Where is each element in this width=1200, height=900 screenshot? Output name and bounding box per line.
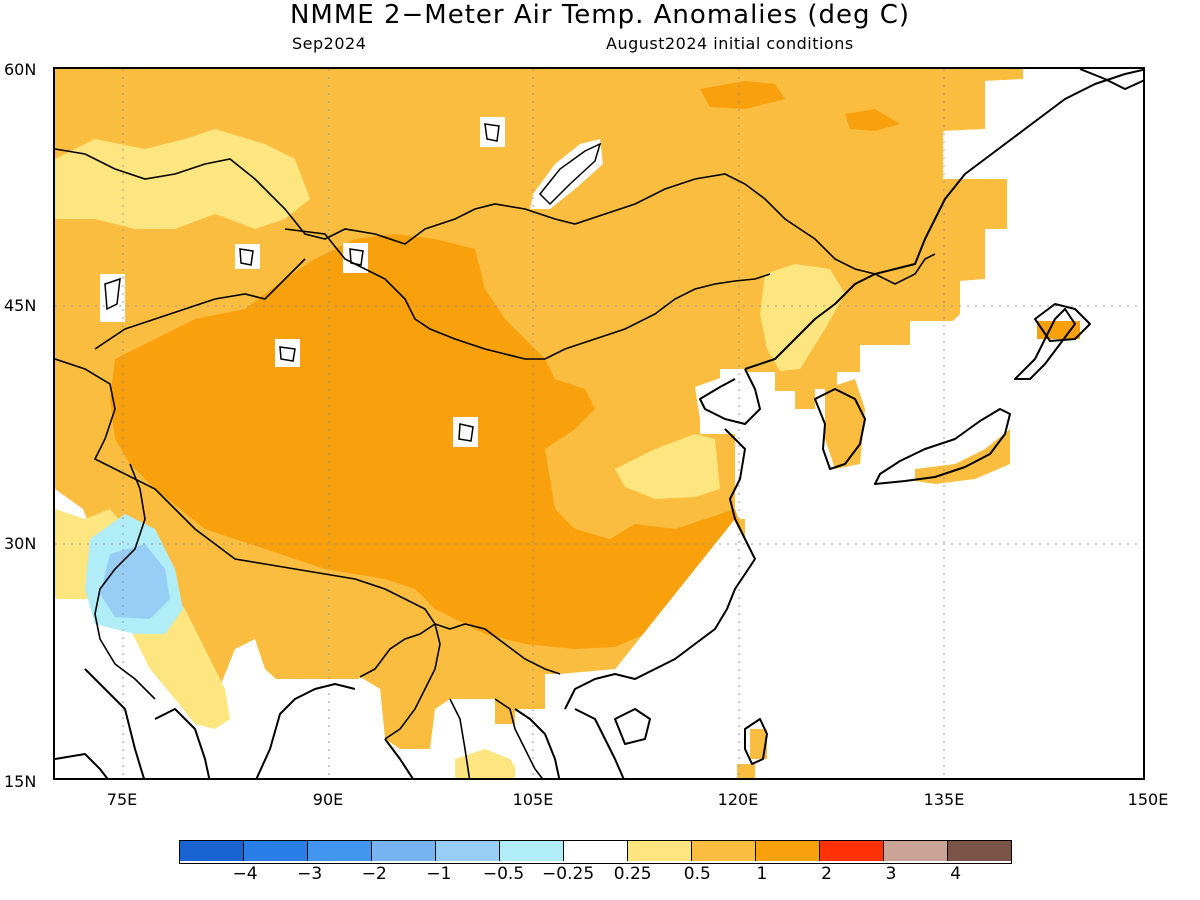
grid-lines — [55, 69, 1143, 778]
colorbar-label: 1 — [756, 864, 768, 884]
colorbar-label: −1 — [426, 864, 452, 884]
anomaly-region-japan-land — [915, 429, 1010, 484]
colorbar-box — [820, 841, 884, 861]
colorbar-box — [308, 841, 372, 861]
no-signal-patch-baikal — [530, 139, 603, 209]
anomaly-region-1-2-plateau — [110, 234, 745, 649]
colorbar-label: −3 — [297, 864, 323, 884]
anomaly-region-1-2-siberia — [700, 81, 785, 109]
colorbar-box — [884, 841, 948, 861]
anomaly-region-0.25-0.5-west — [55, 129, 310, 229]
colorbar — [179, 840, 1012, 864]
no-signal-patch — [453, 417, 478, 447]
anomaly-map — [53, 67, 1145, 780]
anomaly-region-luzon — [737, 764, 755, 778]
colorbar-box — [564, 841, 628, 861]
anomaly-region-1-2-siberia-east — [845, 109, 900, 131]
colorbar-box — [436, 841, 500, 861]
no-signal-patch — [480, 117, 505, 147]
anomaly-map-svg — [55, 69, 1143, 778]
ocean-east — [515, 69, 1143, 778]
lat-label-30n: 30N — [4, 534, 37, 553]
colorbar-label: −0.25 — [542, 864, 595, 884]
forecast-month: Sep2024 — [292, 34, 367, 53]
colorbar-box — [692, 841, 756, 861]
lon-label-90e: 90E — [312, 790, 344, 809]
lon-label-75e: 75E — [106, 790, 138, 809]
lat-label-45n: 45N — [4, 296, 37, 315]
national-borders — [55, 148, 936, 778]
lat-label-15n: 15N — [4, 772, 37, 791]
colorbar-label: 0.5 — [683, 864, 711, 884]
colorbar-label: −4 — [232, 864, 258, 884]
lakes — [104, 123, 602, 442]
lon-label-135e: 135E — [923, 790, 965, 809]
colorbar-box — [180, 841, 244, 861]
colorbar-label: −0.5 — [482, 864, 525, 884]
ocean-arabian-sea — [55, 669, 130, 778]
colorbar-label: 0.25 — [613, 864, 652, 884]
coastlines — [55, 69, 1143, 778]
lat-label-60n: 60N — [4, 60, 37, 79]
anomaly-region-korea-land — [825, 379, 865, 469]
no-signal-patch-bohai — [695, 369, 755, 434]
colorbar-box — [756, 841, 820, 861]
colorbar-box — [500, 841, 564, 861]
colorbar-label: 4 — [950, 864, 962, 884]
anomaly-region-neg-0.5-1 — [100, 544, 170, 619]
anomaly-region-0.25-0.5-indochina — [455, 749, 523, 778]
colorbar-label: 3 — [885, 864, 897, 884]
colorbar-box — [948, 841, 1011, 861]
colorbar-label: 2 — [821, 864, 832, 884]
anomaly-region-0.25-0.5-china — [615, 434, 720, 499]
map-title: NMME 2−Meter Air Temp. Anomalies (deg C) — [289, 0, 911, 30]
colorbar-box — [244, 841, 308, 861]
anomaly-region-0.25-0.5-mongolia — [760, 264, 845, 371]
colorbar-label: −2 — [361, 864, 387, 884]
anomaly-region-taiwan-land — [750, 729, 767, 759]
initial-conditions: August2024 initial conditions — [606, 34, 854, 53]
lon-label-105e: 105E — [512, 790, 554, 809]
colorbar-box — [372, 841, 436, 861]
lon-label-120e: 120E — [717, 790, 759, 809]
no-signal-patch — [235, 244, 260, 269]
no-signal-patch — [275, 339, 300, 367]
lon-label-150e: 150E — [1127, 790, 1169, 809]
colorbar-box — [628, 841, 692, 861]
